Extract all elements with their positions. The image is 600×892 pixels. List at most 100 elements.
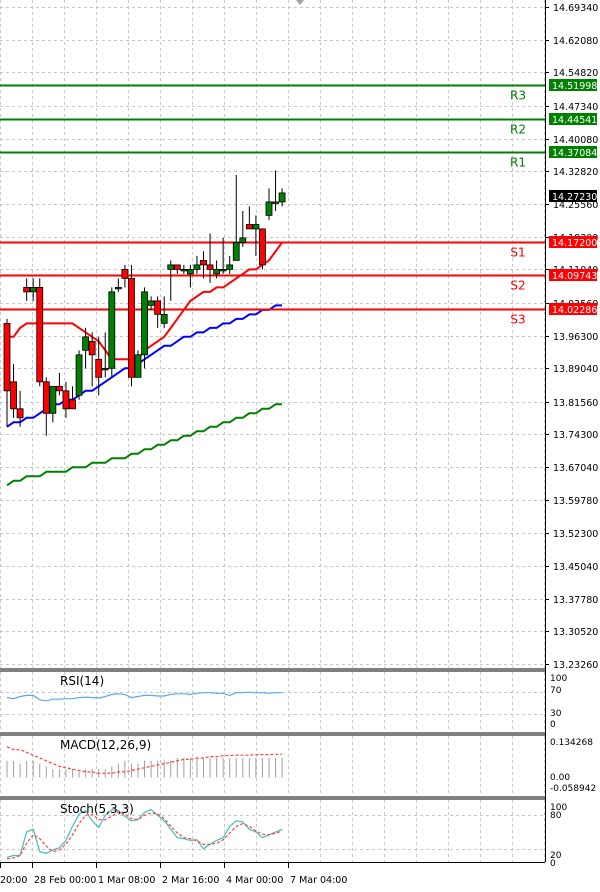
candlestick[interactable] <box>88 332 96 387</box>
shift-marker-icon[interactable] <box>296 0 304 5</box>
price-tick-label: 13.37780 <box>553 595 598 606</box>
level-price-box <box>549 113 597 125</box>
candlestick[interactable] <box>82 327 89 369</box>
pivot-label-r3: R3 <box>510 89 526 103</box>
candlestick[interactable] <box>186 264 194 288</box>
candlestick[interactable] <box>3 318 11 427</box>
macd-pane[interactable]: MACD(12,26,9) <box>6 738 283 778</box>
candlestick[interactable] <box>219 237 227 274</box>
price-tick-label: 13.23260 <box>553 660 598 671</box>
pivot-label-r2: R2 <box>510 123 526 137</box>
candlestick[interactable] <box>62 381 70 418</box>
price-tick-label: 14.47340 <box>553 102 598 113</box>
rsi-pane[interactable]: RSI(14) <box>0 674 545 715</box>
indicator-tick-label: 80 <box>550 811 562 821</box>
level-price-box <box>549 146 597 158</box>
candlestick[interactable] <box>95 336 103 396</box>
candlestick[interactable] <box>16 390 24 427</box>
price-tick-label: 14.62080 <box>553 36 598 47</box>
candlestick[interactable] <box>69 386 76 410</box>
candlestick[interactable] <box>278 188 286 207</box>
time-tick-label: 28 Feb 00:00 <box>34 875 96 886</box>
candlestick[interactable] <box>206 233 214 283</box>
candlestick[interactable] <box>259 228 266 270</box>
indicator-line <box>6 691 283 702</box>
candlestick[interactable] <box>180 264 188 274</box>
candlestick[interactable] <box>141 287 148 369</box>
level-price-label: 14.51998 <box>552 81 597 92</box>
candlestick[interactable] <box>29 278 37 301</box>
indicator-tick-label: 0.134268 <box>550 738 593 748</box>
candlestick[interactable] <box>193 255 201 274</box>
stoch-pane-bg <box>0 800 545 862</box>
time-tick-label: 2 Mar 16:00 <box>162 875 219 886</box>
candlestick[interactable] <box>213 260 221 279</box>
macd-pane-bg <box>0 736 545 796</box>
price-axis-bg <box>545 0 600 892</box>
price-tick-label: 14.54820 <box>553 68 598 79</box>
current-price-box <box>549 190 597 202</box>
pane-separator[interactable] <box>0 732 545 736</box>
candlestick[interactable] <box>42 377 50 436</box>
candlestick[interactable] <box>173 264 181 274</box>
candlestick[interactable] <box>23 278 31 301</box>
pane-separator[interactable] <box>0 668 545 672</box>
stoch-pane[interactable]: Stoch(5,3,3) <box>0 802 545 860</box>
price-tick-label: 14.32820 <box>553 167 598 178</box>
indicator-tick-label: 100 <box>550 803 567 813</box>
candlestick[interactable] <box>10 363 17 418</box>
pivot-label-s3: S3 <box>510 313 525 327</box>
indicator-tick-label: -0.058942 <box>550 784 596 794</box>
candlestick[interactable] <box>101 332 109 378</box>
price-tick-label: 14.25560 <box>553 200 598 211</box>
level-price-label: 14.02286 <box>552 305 597 316</box>
candlestick[interactable] <box>121 264 129 288</box>
candlestick[interactable] <box>147 296 155 310</box>
candlestick[interactable] <box>252 215 260 256</box>
price-tick-label: 13.45040 <box>553 562 598 573</box>
pivot-label-r1: R1 <box>510 156 526 170</box>
candlestick[interactable] <box>128 264 135 387</box>
candlestick[interactable] <box>36 278 44 387</box>
candlestick[interactable] <box>200 251 207 279</box>
candlestick[interactable] <box>167 260 175 301</box>
pivot-label-s1: S1 <box>510 246 525 260</box>
price-tick-label: 14.69340 <box>553 3 598 14</box>
price-tick-label: 13.96300 <box>553 332 598 343</box>
grid-lines <box>0 0 545 862</box>
price-tick-label: 13.74300 <box>553 430 598 441</box>
candlestick[interactable] <box>265 188 273 220</box>
candlestick[interactable] <box>134 350 142 378</box>
level-price-box <box>549 303 597 315</box>
price-tick-label: 13.30520 <box>553 627 598 638</box>
candlestick[interactable] <box>75 350 83 400</box>
time-tick-label: 1 Mar 08:00 <box>98 875 155 886</box>
price-tick-label: 13.89040 <box>553 364 598 375</box>
candlestick[interactable] <box>108 287 116 378</box>
indicator-tick-label: 20 <box>550 851 562 861</box>
candlestick[interactable] <box>272 170 279 211</box>
level-price-label: 14.17200 <box>552 238 597 249</box>
indicator-title: MACD(12,26,9) <box>60 738 151 752</box>
candlestick[interactable] <box>49 385 57 423</box>
candlestick[interactable] <box>239 210 247 247</box>
current-price-label: 14.27230 <box>552 192 597 203</box>
pane-separator[interactable] <box>0 796 545 800</box>
level-price-label: 14.09743 <box>552 271 597 282</box>
price-tick-label: 13.67040 <box>553 463 598 474</box>
rsi-pane-bg <box>0 672 545 732</box>
indicator-title: Stoch(5,3,3) <box>60 802 134 816</box>
candlestick[interactable] <box>245 206 253 230</box>
candlestick[interactable] <box>232 174 240 261</box>
candlestick[interactable] <box>160 296 168 328</box>
candlestick[interactable] <box>226 255 234 274</box>
indicator-tick-label: 0 <box>550 720 556 730</box>
price-pane[interactable]: R3 R2 R1 S1 S2 S3 <box>0 0 545 665</box>
time-axis[interactable]: 20:00 28 Feb 00:00 1 Mar 08:00 2 Mar 16:00 4… <box>0 862 347 886</box>
candlestick[interactable] <box>154 296 162 328</box>
candlestick[interactable] <box>114 278 122 292</box>
level-price-label: 14.37084 <box>552 148 597 159</box>
candlestick[interactable] <box>56 372 63 396</box>
